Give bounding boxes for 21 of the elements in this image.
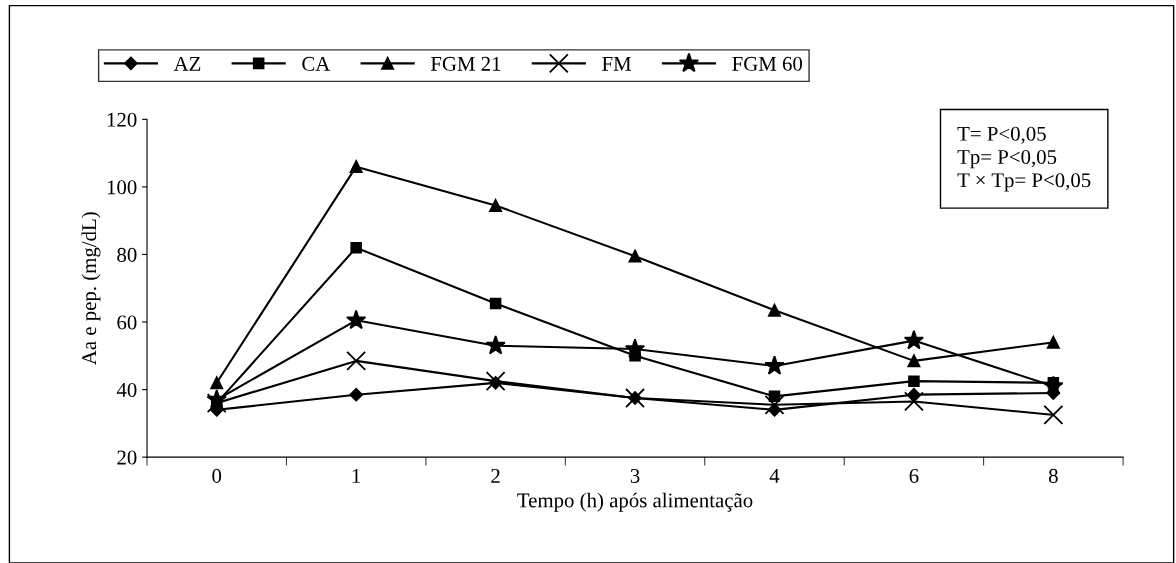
y-tick-label: 60 (117, 315, 137, 330)
annotation: T= P<0,05 Tp= P<0,05 T × Tp= P<0,05 (957, 126, 1091, 192)
legend-label: FGM 21 (430, 56, 501, 71)
y-tick-label: 40 (116, 382, 137, 398)
legend-label: FGM 60 (732, 56, 803, 71)
x-tick-label: 2 (491, 468, 500, 483)
x-tick-label: 1 (352, 468, 361, 483)
x-tick-label: 8 (1048, 468, 1058, 483)
x-tick-label: 4 (769, 469, 780, 483)
legend-label: AZ (173, 56, 201, 71)
y-tick-label: 80 (117, 247, 137, 262)
legend-label: CA (302, 56, 331, 71)
y-axis-title: Aa e pep. (mg/dL) (81, 212, 101, 365)
legend-label: FM (602, 57, 632, 71)
x-axis-title: Tempo (h) após alimentação (517, 492, 753, 512)
x-tick-label: 3 (630, 468, 640, 483)
x-tick-label: 6 (909, 468, 919, 483)
y-tick-label: 120 (107, 112, 137, 127)
y-tick-label: 100 (107, 180, 137, 195)
x-tick-label: 0 (212, 468, 222, 483)
y-tick-label: 20 (117, 450, 137, 465)
